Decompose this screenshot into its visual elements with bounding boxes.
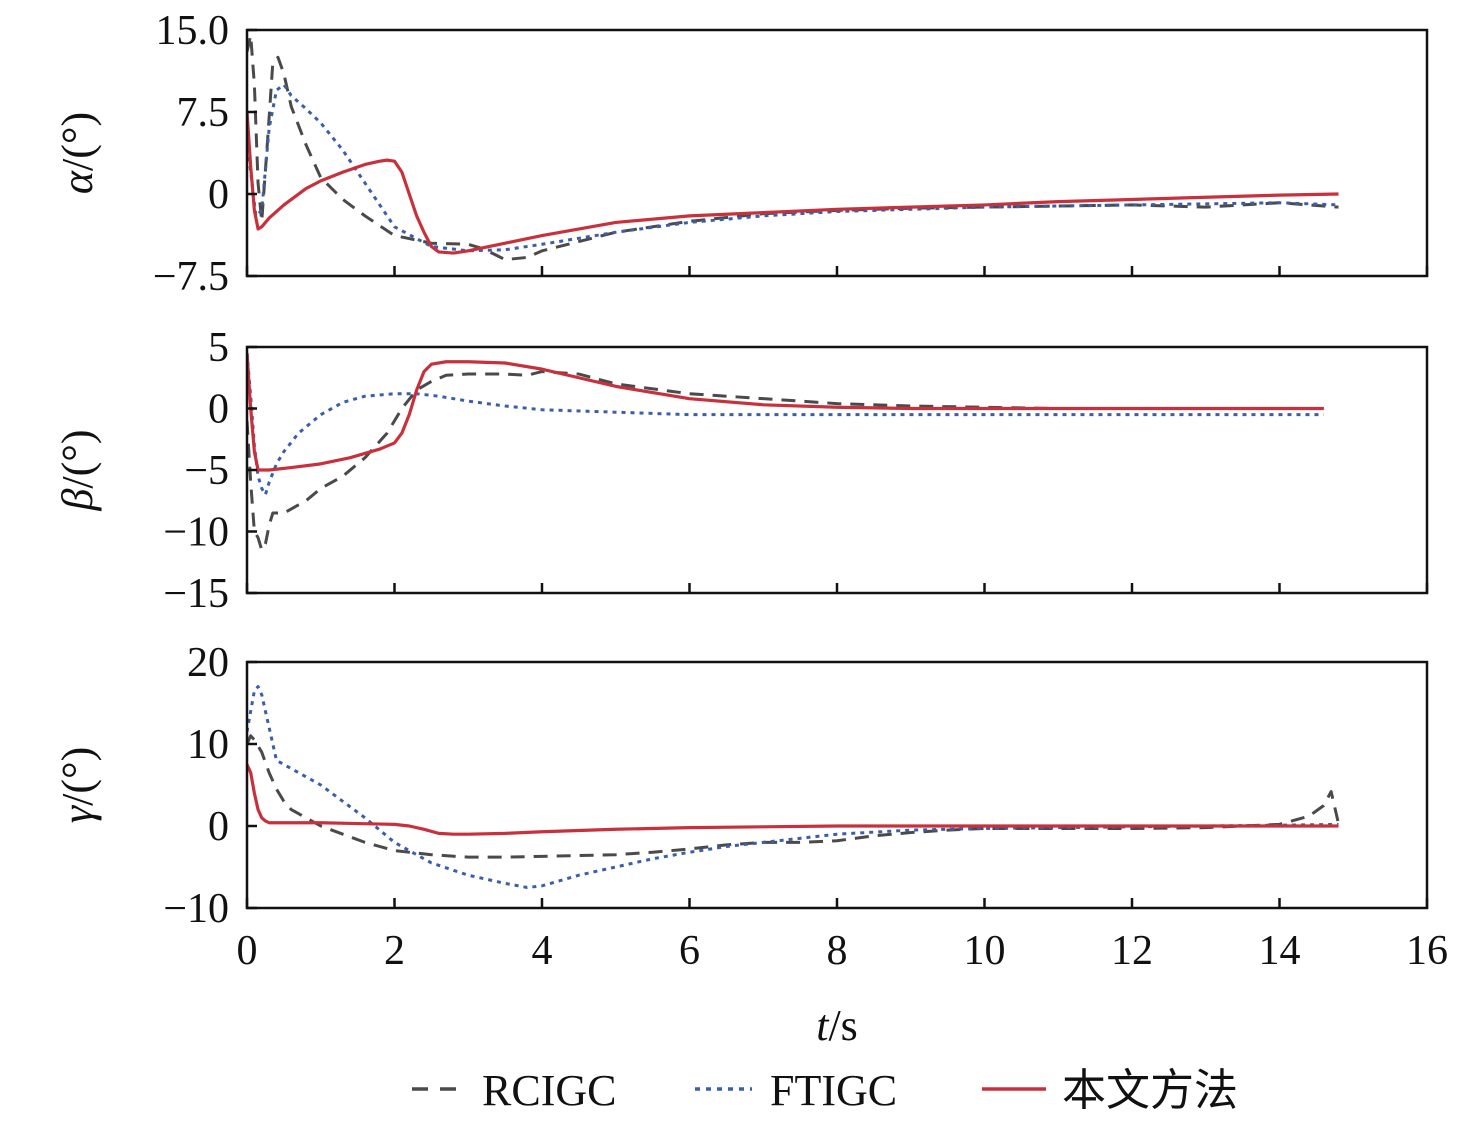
panel-3: 20 10 0 −10 γ/(°): [53, 640, 1429, 932]
panel-1: 15.0 7.5 0 −7.5 α/(°): [53, 8, 1429, 300]
series-line-ftigc-panel-3: [247, 685, 1339, 889]
y-tick-label: 0: [208, 804, 229, 850]
x-tick-label: 10: [964, 928, 1006, 974]
y-tick-label: 15.0: [156, 8, 230, 54]
series-line-ftigc-panel-1: [247, 83, 1339, 253]
y-axis-label-2: β/(°): [53, 429, 102, 511]
x-tick-label: 12: [1111, 928, 1153, 974]
series-line-proposed-panel-1: [247, 111, 1339, 255]
series-line-rcigc-panel-3: [247, 734, 1340, 859]
x-axis-label: t/s: [816, 1001, 858, 1050]
y-tick-label: 20: [187, 640, 229, 686]
legend-label-proposed: 本文方法: [1062, 1066, 1238, 1115]
plot-frame-1: [245, 28, 1429, 278]
y-tick-label: −5: [184, 448, 229, 494]
y-tick-label: 0: [208, 172, 229, 218]
y-tick-label: −15: [163, 571, 229, 617]
series-line-proposed-panel-2: [247, 353, 1324, 472]
y-tick-label: 7.5: [177, 90, 230, 136]
y-tick-label: −10: [163, 886, 229, 932]
series-line-proposed-panel-3: [247, 763, 1339, 836]
panel-2: 5 0 −5 −10 −15 β/(°): [53, 325, 1429, 617]
legend: RCIGC FTIGC 本文方法: [412, 1066, 1238, 1115]
y-axis-label-1: α/(°): [53, 112, 102, 194]
y-tick-label: 0: [208, 387, 229, 433]
x-tick-label: 8: [827, 928, 848, 974]
y-tick-label: 10: [187, 722, 229, 768]
x-tick-label: 2: [384, 928, 405, 974]
y-tick-label: 5: [208, 325, 229, 371]
series-line-rcigc-panel-2: [247, 370, 1324, 552]
series-line-ftigc-panel-2: [247, 353, 1324, 497]
series-line-rcigc-panel-1: [247, 33, 1339, 262]
y-tick-label: −10: [163, 510, 229, 556]
x-tick-label: 14: [1259, 928, 1301, 974]
legend-label-rcigc: RCIGC: [482, 1066, 616, 1115]
legend-label-ftigc: FTIGC: [770, 1066, 897, 1115]
x-tick-label: 6: [679, 928, 700, 974]
x-tick-label: 4: [532, 928, 553, 974]
x-tick-label: 16: [1406, 928, 1448, 974]
y-tick-label: −7.5: [153, 254, 229, 300]
plot-frame-3: [245, 660, 1429, 910]
x-tick-label: 0: [237, 928, 258, 974]
plot-frame-2: [245, 345, 1429, 595]
y-axis-label-3: γ/(°): [53, 747, 102, 823]
